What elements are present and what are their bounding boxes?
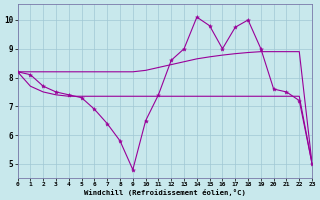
X-axis label: Windchill (Refroidissement éolien,°C): Windchill (Refroidissement éolien,°C)	[84, 189, 246, 196]
